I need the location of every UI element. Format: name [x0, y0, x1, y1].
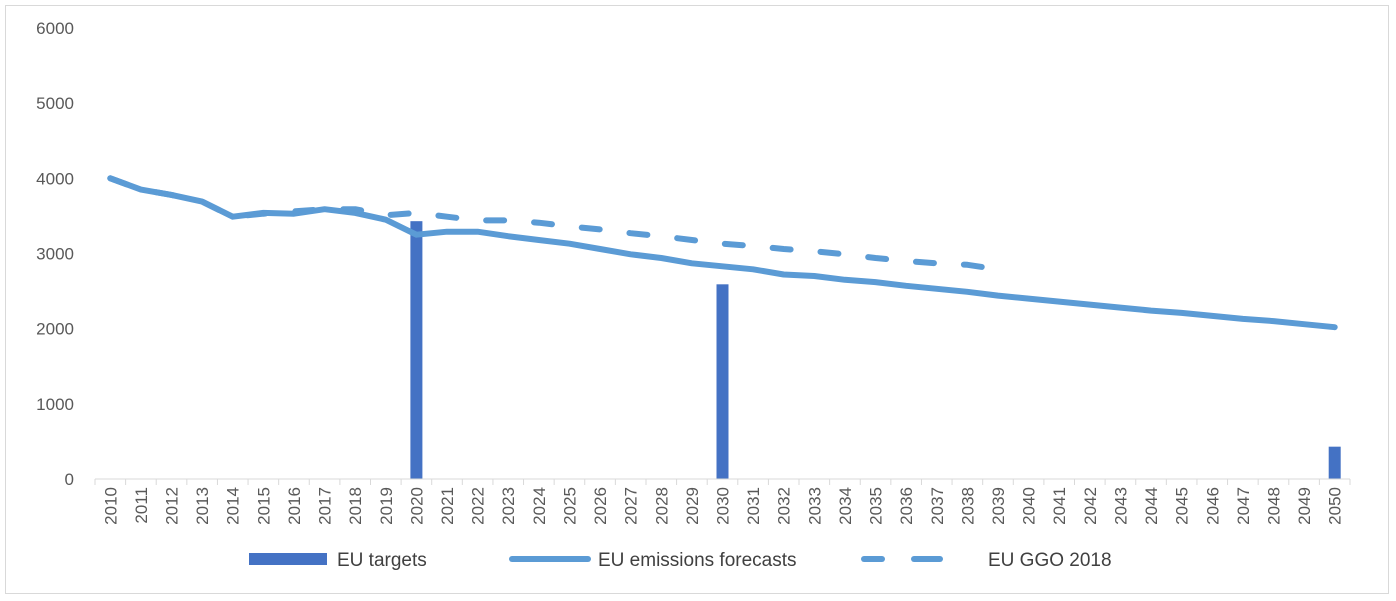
x-tick-label: 2050: [1326, 487, 1345, 525]
legend-swatch-eu-targets: [249, 553, 327, 565]
x-tick-label: 2033: [805, 487, 824, 525]
x-tick-label: 2021: [438, 487, 457, 525]
x-tick-label: 2047: [1234, 487, 1253, 525]
legend-label-eu-ggo-2018: EU GGO 2018: [988, 550, 1112, 571]
bar-eu-target-2050: [1328, 446, 1341, 479]
x-tick-label: 2018: [346, 487, 365, 525]
x-tick-label: 2044: [1142, 487, 1161, 525]
legend-label-eu-emissions-forecasts: EU emissions forecasts: [598, 550, 797, 571]
y-tick-label: 6000: [36, 19, 74, 38]
x-tick-label: 2037: [928, 487, 947, 525]
bar-eu-target-2030: [716, 284, 729, 479]
x-tick-label: 2029: [683, 487, 702, 525]
x-tick-label: 2015: [254, 487, 273, 525]
legend-label-eu-targets: EU targets: [337, 550, 427, 571]
x-tick-label: 2023: [499, 487, 518, 525]
x-tick-label: 2019: [377, 487, 396, 525]
bar-eu-target-2020: [410, 221, 423, 479]
x-tick-label: 2010: [101, 487, 120, 525]
y-tick-label: 3000: [36, 245, 74, 264]
x-tick-label: 2027: [622, 487, 641, 525]
x-tick-label: 2039: [989, 487, 1008, 525]
x-tick-label: 2043: [1111, 487, 1130, 525]
x-tick-label: 2048: [1264, 487, 1283, 525]
x-tick-label: 2042: [1081, 487, 1100, 525]
x-tick-label: 2020: [407, 487, 426, 525]
x-tick-label: 2049: [1295, 487, 1314, 525]
x-tick-label: 2026: [591, 487, 610, 525]
x-tick-label: 2028: [652, 487, 671, 525]
x-tick-label: 2031: [744, 487, 763, 525]
y-tick-label: 1000: [36, 395, 74, 414]
x-tick-label: 2022: [469, 487, 488, 525]
x-tick-label: 2024: [530, 487, 549, 525]
y-tick-label: 2000: [36, 320, 74, 339]
x-tick-label: 2017: [316, 487, 335, 525]
x-tick-label: 2012: [163, 487, 182, 525]
x-tick-label: 2025: [560, 487, 579, 525]
y-tick-label: 0: [65, 470, 74, 489]
x-tick-label: 2011: [132, 487, 151, 524]
x-tick-label: 2045: [1173, 487, 1192, 525]
x-tick-label: 2030: [714, 487, 733, 525]
x-tick-label: 2014: [224, 487, 243, 525]
line-eu-ggo-2018: [107, 175, 1001, 273]
x-tick-label: 2038: [958, 487, 977, 525]
x-tick-label: 2016: [285, 487, 304, 525]
x-tick-label: 2035: [867, 487, 886, 525]
y-tick-label: 4000: [36, 169, 74, 188]
x-tick-label: 2041: [1050, 487, 1069, 525]
x-tick-label: 2040: [1020, 487, 1039, 525]
x-tick-label: 2036: [897, 487, 916, 525]
x-tick-label: 2034: [836, 487, 855, 525]
x-tick-label: 2046: [1203, 487, 1222, 525]
chart-frame: [5, 5, 1389, 594]
y-tick-label: 5000: [36, 94, 74, 113]
x-tick-label: 2032: [775, 487, 794, 525]
x-tick-label: 2013: [193, 487, 212, 525]
